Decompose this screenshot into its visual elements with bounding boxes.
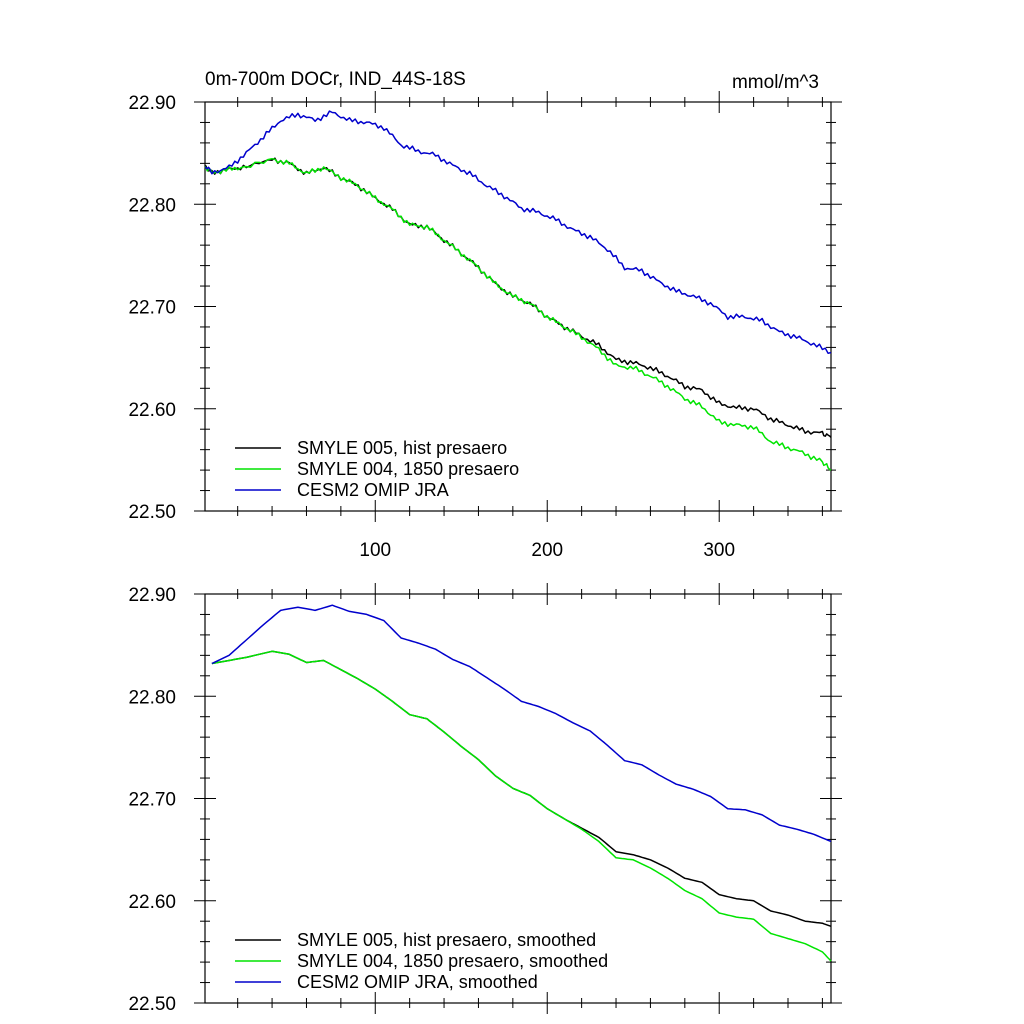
y-tick-label: 22.60 [128,892,176,913]
y-tick-label: 22.70 [128,298,176,319]
legend-label: CESM2 OMIP JRA [297,480,449,500]
y-tick-label: 22.60 [128,400,176,421]
legend-label: SMYLE 004, 1850 presaero, smoothed [297,951,608,971]
chart-title: 0m-700m DOCr, IND_44S-18S [205,69,466,90]
y-tick-label: 22.50 [128,502,176,523]
chart-panel-2: 22.50 22.60 22.70 22.80 22.90 SMYLE 005, hist… [128,583,842,1015]
series-line-2 [211,650,832,962]
chart-panel-1: 22.50 22.60 22.70 22.80 22.90 100 200 300 0m-700… [128,69,842,561]
x-tick-label: 200 [531,540,563,561]
y-tick-label: 22.90 [128,585,176,606]
y-tick-label: 22.80 [128,687,176,708]
units-label: mmol/m^3 [732,72,819,93]
x-tick-label: 100 [359,540,391,561]
series-line-3 [211,604,832,843]
legend-label: SMYLE 004, 1850 presaero [297,459,519,479]
series-line-1 [211,650,832,928]
legend-label: SMYLE 005, hist presaero [297,438,507,458]
y-tick-label: 22.50 [128,994,176,1015]
series-line-3 [204,110,832,355]
series-line-2 [204,157,832,471]
x-tick-label: 300 [703,540,735,561]
legend-label: SMYLE 005, hist presaero, smoothed [297,930,596,950]
y-tick-label: 22.70 [128,790,176,811]
legend-label: CESM2 OMIP JRA, smoothed [297,972,538,992]
y-tick-label: 22.90 [128,93,176,114]
y-tick-label: 22.80 [128,195,176,216]
